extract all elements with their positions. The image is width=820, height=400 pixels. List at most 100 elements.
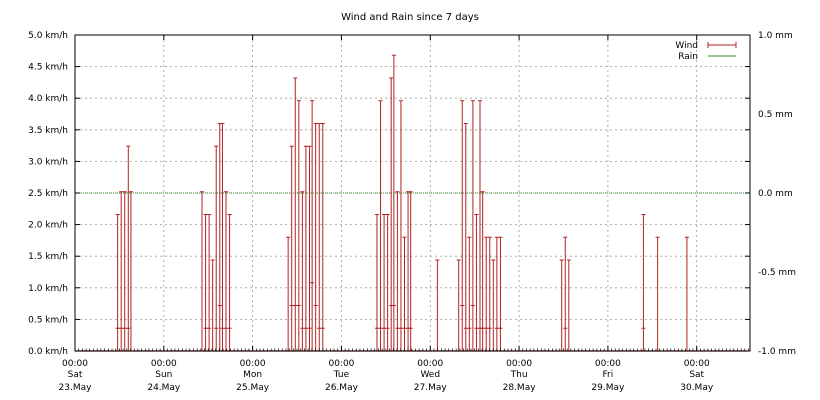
wind-bar (217, 122, 222, 351)
x-tick-day: Fri (603, 370, 614, 380)
right-tick-label: -1.0 mm (758, 347, 796, 357)
x-tick-time: 00:00 (595, 359, 621, 369)
wind-bar (220, 122, 225, 351)
left-tick-label: 4.5 km/h (28, 63, 68, 73)
left-tick-label: 1.0 km/h (28, 284, 68, 294)
wind-bar (655, 236, 660, 351)
wind-bar (456, 259, 461, 351)
x-tick-day: Sat (68, 370, 83, 380)
wind-bar (402, 236, 407, 351)
wind-bar (467, 236, 472, 351)
wind-bar (126, 145, 131, 351)
grid-lines (75, 35, 750, 351)
wind-bar (203, 213, 208, 351)
wind-bar (398, 100, 403, 351)
wind-bar (214, 145, 219, 351)
left-tick-label: 1.5 km/h (28, 252, 68, 262)
wind-bar (293, 77, 298, 351)
wind-bar (374, 213, 379, 351)
left-axis: 0.0 km/h 0.5 km/h 1.0 km/h 1.5 km/h 2.0 km/h… (28, 31, 750, 357)
x-tick-day: Sat (689, 370, 704, 380)
x-tick-date: 25.May (236, 383, 270, 393)
right-tick-label: -0.5 mm (758, 268, 796, 278)
x-tick-time: 00:00 (328, 359, 354, 369)
wind-bar (480, 191, 485, 351)
right-axis: -1.0 mm -0.5 mm 0.0 mm 0.5 mm 1.0 mm (758, 31, 796, 357)
wind-bar (408, 191, 413, 351)
wind-bar (498, 236, 503, 351)
x-tick-day: Sun (155, 370, 172, 380)
wind-bar (317, 122, 322, 351)
wind-bar (484, 236, 489, 351)
x-tick-date: 26.May (325, 383, 359, 393)
left-tick-label: 5.0 km/h (28, 31, 68, 41)
x-tick-date: 30.May (680, 383, 714, 393)
wind-bar (289, 145, 294, 351)
wind-bar (119, 191, 124, 351)
right-tick-label: 0.5 mm (758, 110, 793, 120)
x-tick-day: Mon (243, 370, 262, 380)
wind-bar (128, 191, 133, 351)
x-tick-date: 24.May (147, 383, 181, 393)
x-axis: 00:00Sat23.May00:00Sun24.May00:00Mon25.M… (59, 35, 749, 393)
wind-bar (223, 191, 228, 351)
wind-bar (303, 145, 308, 351)
left-tick-label: 3.0 km/h (28, 157, 68, 167)
wind-bar (435, 259, 440, 351)
legend-label-rain: Rain (678, 52, 698, 62)
wind-bar (684, 236, 689, 351)
wind-bar (378, 100, 383, 351)
x-tick-time: 00:00 (151, 359, 177, 369)
x-tick-date: 29.May (591, 383, 625, 393)
left-tick-label: 0.5 km/h (28, 315, 68, 325)
x-tick-day: Tue (333, 370, 350, 380)
wind-bar (382, 213, 387, 351)
x-tick-time: 00:00 (62, 359, 88, 369)
x-tick-date: 27.May (414, 383, 448, 393)
wind-bar (563, 236, 568, 351)
series-layer (75, 54, 750, 352)
wind-bar (210, 259, 215, 351)
x-tick-time: 00:00 (506, 359, 532, 369)
wind-bar (313, 122, 318, 351)
x-tick-time: 00:00 (417, 359, 443, 369)
wind-bar (470, 100, 475, 351)
wind-bar (460, 100, 465, 351)
wind-bar (310, 100, 315, 351)
wind-bar (406, 191, 411, 351)
wind-bar (559, 259, 564, 351)
chart-title: Wind and Rain since 7 days (341, 12, 479, 23)
wind-bar (207, 213, 212, 351)
wind-bar (385, 213, 390, 351)
wind-bar (296, 100, 301, 351)
wind-bar (494, 236, 499, 351)
wind-bar (286, 236, 291, 351)
x-tick-day: Wed (420, 370, 440, 380)
wind-bar (391, 54, 396, 351)
right-tick-label: 0.0 mm (758, 189, 793, 199)
wind-bar (463, 122, 468, 351)
wind-bar (389, 77, 394, 351)
wind-bar (487, 236, 492, 351)
wind-bar (115, 213, 120, 351)
wind-bar (320, 122, 325, 351)
x-tick-date: 23.May (59, 383, 93, 393)
wind-bar (300, 191, 305, 351)
x-tick-time: 00:00 (240, 359, 266, 369)
wind-bar (395, 191, 400, 351)
wind-bar (200, 191, 205, 351)
wind-bar (227, 213, 232, 351)
wind-bar (122, 191, 127, 351)
right-tick-label: 1.0 mm (758, 31, 793, 41)
left-tick-label: 2.0 km/h (28, 221, 68, 231)
wind-bar (641, 213, 646, 351)
wind-bar (478, 100, 482, 351)
left-tick-label: 0.0 km/h (28, 347, 68, 357)
x-tick-time: 00:00 (684, 359, 710, 369)
left-tick-label: 4.0 km/h (28, 94, 68, 104)
wind-bar (474, 213, 479, 351)
wind-bar (491, 259, 496, 351)
x-tick-date: 28.May (503, 383, 537, 393)
wind-bar (566, 259, 571, 351)
